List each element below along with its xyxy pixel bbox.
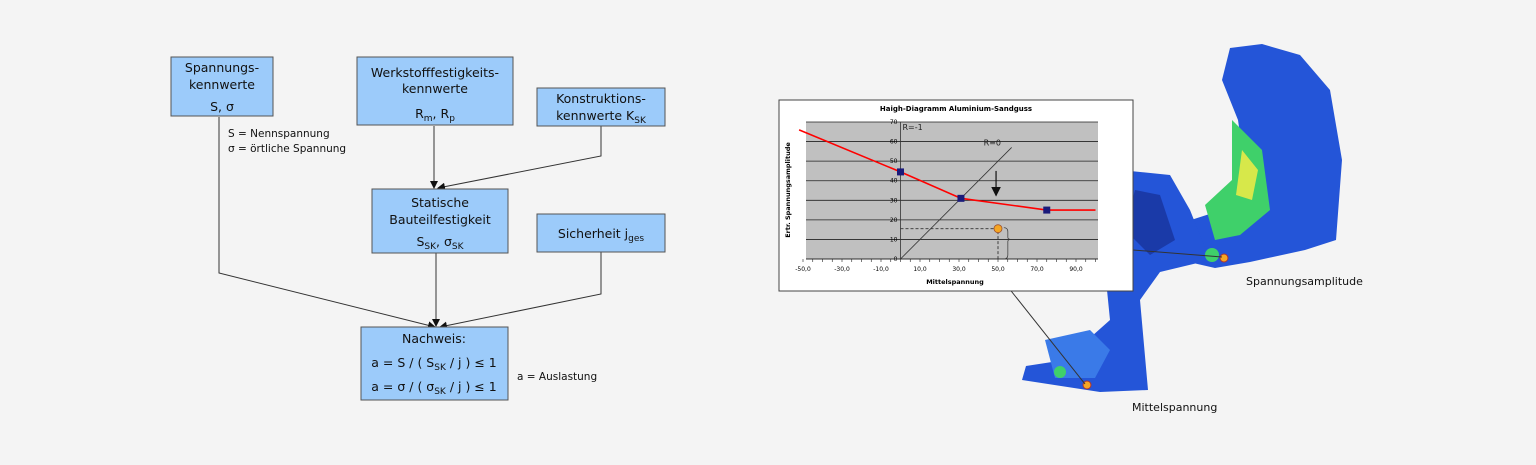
x-tick-label: 70,0 <box>1030 266 1044 273</box>
data-marker <box>897 168 904 176</box>
x-tick-label: 90,0 <box>1069 266 1083 273</box>
box-proof: Nachweis: a = S / ( SSK / j ) ≤ 1 a = σ … <box>360 326 509 401</box>
pointer-mean <box>1003 281 1086 385</box>
stress-note: S = Nennspannung σ = örtliche Spannung <box>228 128 346 155</box>
label-mean: Mittelspannung <box>1132 401 1217 414</box>
x-tick-label: -30,0 <box>834 266 850 273</box>
y-tick-label: 40 <box>890 178 898 185</box>
svg-text:Statische: Statische <box>411 195 469 210</box>
box-safety-factor: Sicherheit jges <box>536 213 666 253</box>
amplitude-brace <box>1003 227 1011 260</box>
y-tick-label: 50 <box>890 158 898 165</box>
svg-text:kennwerte: kennwerte <box>402 81 468 96</box>
x-tick-label: -10,0 <box>873 266 889 273</box>
svg-text:Sicherheit jges: Sicherheit jges <box>558 226 645 244</box>
svg-text:S, σ: S, σ <box>210 99 234 114</box>
x-tick-label: 10,0 <box>913 266 927 273</box>
proof-note: a = Auslastung <box>517 371 597 383</box>
svg-text:SSK, σSK: SSK, σSK <box>416 234 464 252</box>
chart-title: Haigh-Diagramm Aluminium-Sandguss <box>880 105 1032 113</box>
y-axis-label: Ertr. Spannungsamplitude <box>784 142 792 238</box>
x-axis-label: Mittelspannung <box>926 278 984 286</box>
svg-text:Bauteilfestigkeit: Bauteilfestigkeit <box>389 212 491 227</box>
box-design-values: Konstruktions- kennwerte KSK <box>536 87 666 127</box>
box-stress-values: Spannungs- kennwerte S, σ <box>170 56 274 117</box>
label-amplitude: Spannungsamplitude <box>1246 275 1363 288</box>
data-marker <box>957 194 965 202</box>
data-marker <box>1043 206 1051 214</box>
svg-text:Konstruktions-: Konstruktions- <box>556 91 646 106</box>
svg-text:a = S / ( SSK / j ) ≤ 1: a = S / ( SSK / j ) ≤ 1 <box>371 355 496 373</box>
haigh-chart: Haigh-Diagramm Aluminium-Sandguss 0 10 20 3… <box>778 99 1134 292</box>
y-tick-label: 0 <box>894 256 898 263</box>
svg-text:kennwerte: kennwerte <box>189 77 255 92</box>
operating-point <box>993 224 1003 234</box>
reference-line <box>900 147 1012 260</box>
y-tick-label: 60 <box>890 139 898 146</box>
svg-text:Spannungs-: Spannungs- <box>185 60 259 75</box>
x-tick-label: 50,0 <box>991 266 1005 273</box>
y-tick-label: 20 <box>890 217 898 224</box>
y-tick-label: 30 <box>890 197 898 204</box>
y-tick-label: 10 <box>890 236 898 243</box>
svg-text:Rm, Rp: Rm, Rp <box>415 106 455 124</box>
svg-text:σ = örtliche Spannung: σ = örtliche Spannung <box>228 143 346 155</box>
reference-line-label: R=0 <box>984 138 1001 147</box>
svg-text:Nachweis:: Nachweis: <box>402 331 466 346</box>
svg-text:a = σ / ( σSK / j ) ≤ 1: a = σ / ( σSK / j ) ≤ 1 <box>371 379 496 397</box>
svg-text:Werkstofffestigkeits-: Werkstofffestigkeits- <box>371 65 499 80</box>
svg-text:kennwerte KSK: kennwerte KSK <box>556 108 647 126</box>
box-material-strength: Werkstofffestigkeits- kennwerte Rm, Rp <box>356 56 514 126</box>
x-tick-label: -50,0 <box>795 266 811 273</box>
flow-connectors <box>218 117 602 330</box>
y-tick-label: 70 <box>890 119 898 126</box>
x-tick-label: 30,0 <box>952 266 966 273</box>
reference-line-label: R=-1 <box>903 123 923 132</box>
box-static-strength: Statische Bauteilfestigkeit SSK, σSK <box>371 188 509 254</box>
svg-text:S = Nennspannung: S = Nennspannung <box>228 128 330 140</box>
plot-area <box>806 122 1098 259</box>
